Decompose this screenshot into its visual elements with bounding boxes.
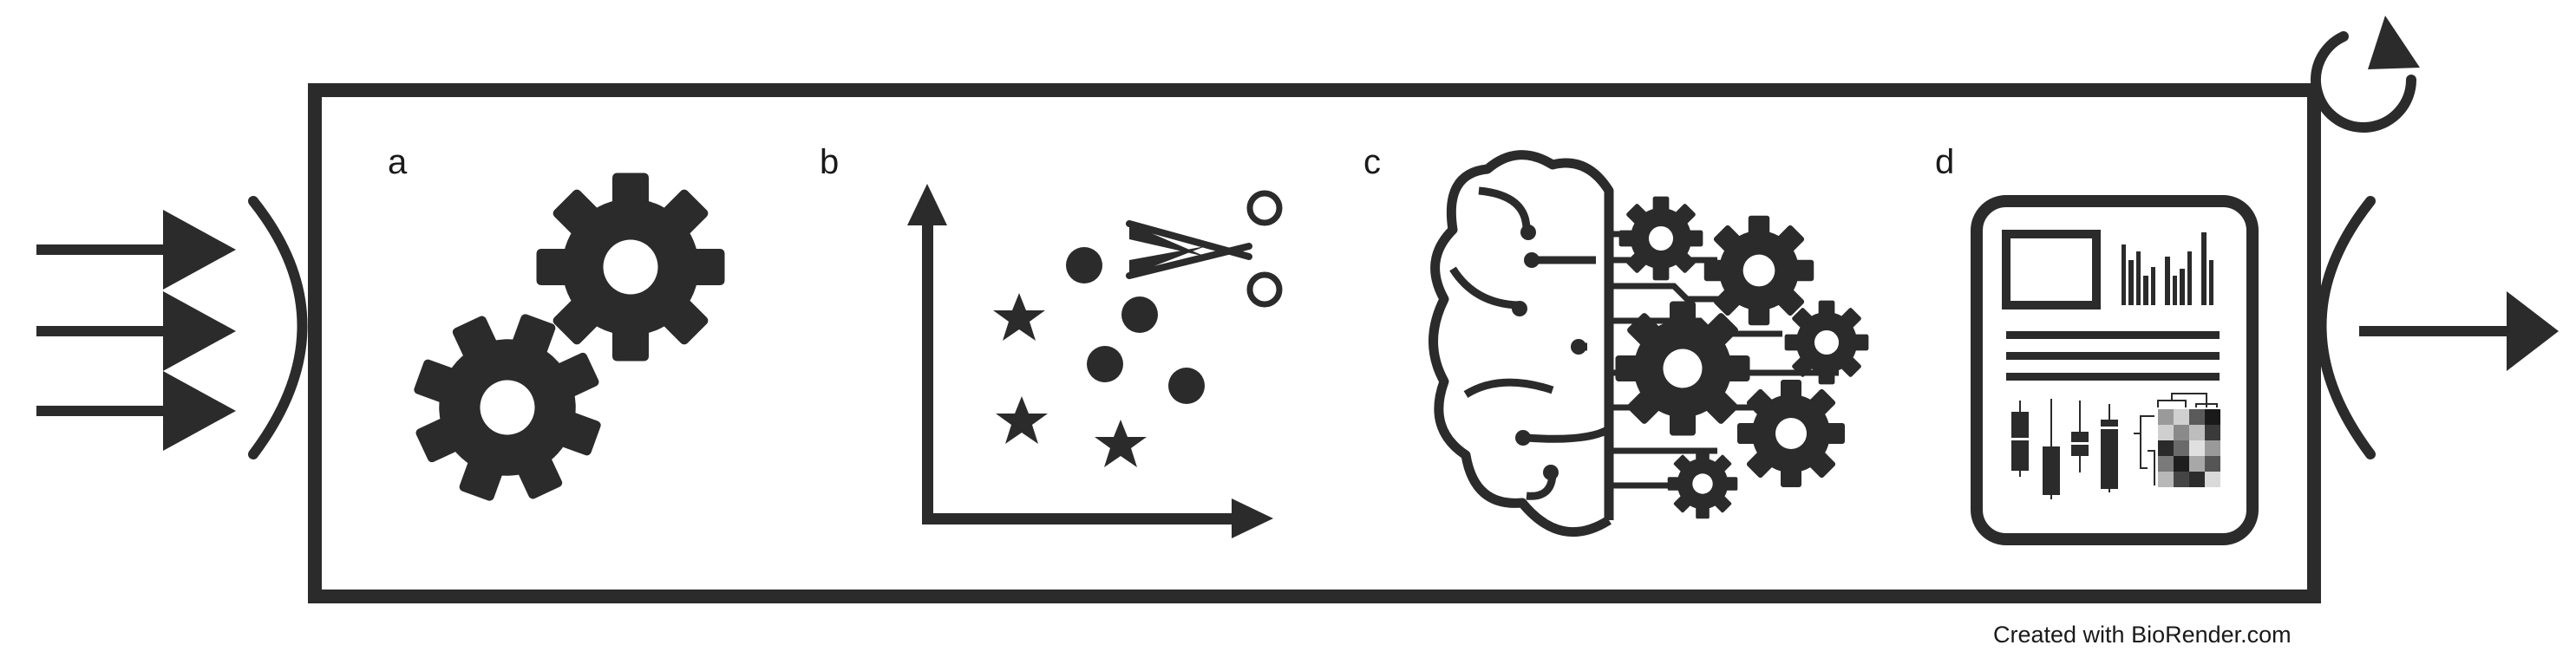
- biorender-credit: Created with BioRender.com: [1993, 622, 2292, 648]
- scatter-axes-icon: [907, 184, 1273, 538]
- heatmap-icon: [2134, 393, 2220, 487]
- input-arrows-icon: [36, 210, 236, 451]
- process-frame: [308, 83, 2321, 603]
- stage-label-a: a: [388, 143, 408, 181]
- stage-label-c: c: [1363, 143, 1381, 181]
- input-boundary-icon: [248, 196, 308, 459]
- scissors-icon: [1126, 190, 1283, 308]
- output-arrow-icon: [2359, 291, 2559, 371]
- scatter-points-icon: [993, 247, 1205, 467]
- gears-icon: [386, 173, 725, 529]
- brain-gears-icon: [1429, 150, 1869, 537]
- scatter-clustering-icon: [907, 184, 1283, 538]
- report-document-icon: [1971, 195, 2259, 545]
- stage-label-d: d: [1935, 143, 1954, 181]
- refresh-cycle-icon: [2311, 16, 2420, 133]
- box-plot-icon: [2011, 399, 2118, 499]
- bar-chart-icon: [2122, 232, 2213, 305]
- output-boundary-icon: [2316, 196, 2376, 459]
- brain-outline-icon: [1429, 150, 1614, 537]
- stage-label-b: b: [820, 143, 839, 181]
